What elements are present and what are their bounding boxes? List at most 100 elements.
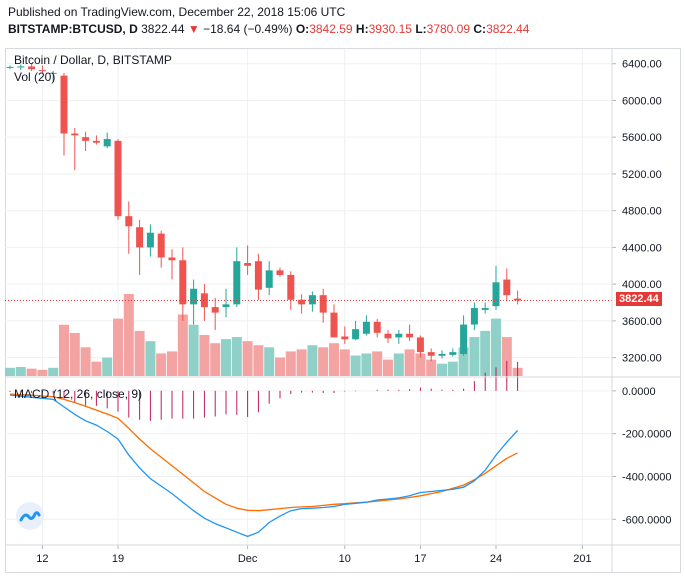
candlesticks xyxy=(5,63,612,362)
volume-bar xyxy=(145,341,156,376)
candle-body xyxy=(146,232,154,248)
candle-body xyxy=(352,329,360,340)
price-tick-label: 5200.00 xyxy=(622,169,662,181)
candle-body xyxy=(38,70,46,72)
candle-body xyxy=(49,72,57,74)
volume-bar xyxy=(221,339,231,376)
low-value: 3780.09 xyxy=(426,22,471,36)
candle-body xyxy=(438,353,446,356)
candle-body xyxy=(200,293,208,308)
volume-bar xyxy=(15,366,26,376)
time-tick-label: 201 xyxy=(573,553,591,565)
volume-bar xyxy=(167,351,177,376)
price-tick-label: 6000.00 xyxy=(622,95,662,107)
volume-bar xyxy=(188,324,199,376)
candle-body xyxy=(136,227,144,248)
macd-tick-label: 0.0000 xyxy=(622,386,656,398)
candle-body xyxy=(395,333,403,338)
macd-indicator xyxy=(9,360,519,538)
candle-body xyxy=(449,352,457,355)
macd-axis: 0.0000 -200.0000 -400.0000 -600.0000 xyxy=(612,386,672,526)
candle-body xyxy=(514,298,522,301)
candle-body xyxy=(211,307,219,313)
tradingview-logo-icon xyxy=(16,502,44,530)
volume-bar xyxy=(156,353,167,376)
volume-bar xyxy=(480,330,491,376)
candle-body xyxy=(92,140,100,143)
macd-line xyxy=(9,394,519,538)
volume-bar xyxy=(177,314,188,376)
candle-body xyxy=(503,279,511,296)
volume-bar xyxy=(275,357,285,376)
volume-bar xyxy=(37,369,48,376)
open-value: 3842.59 xyxy=(309,22,353,36)
volume-bar xyxy=(469,337,480,376)
volume-bar xyxy=(404,349,415,376)
volume-bar xyxy=(26,368,37,376)
candle-body xyxy=(125,216,133,227)
volume-bar xyxy=(199,335,210,376)
volume-bar xyxy=(329,343,339,376)
price-tick-label: 4400.00 xyxy=(622,242,662,254)
published-caption: Published on TradingView.com, December 2… xyxy=(8,5,346,19)
macd-tick-label: -400.0000 xyxy=(622,471,672,483)
candle-body xyxy=(373,321,381,333)
volume-bar xyxy=(285,351,296,376)
open-label: O: xyxy=(295,22,310,36)
volume-bar xyxy=(59,324,69,376)
volume-bar xyxy=(231,337,242,376)
time-tick-label: Dec xyxy=(238,553,258,565)
price-tick-label: 4800.00 xyxy=(622,206,662,218)
close-value: 3822.44 xyxy=(486,22,530,36)
candle-body xyxy=(470,308,478,325)
volume-bar xyxy=(372,351,383,376)
chart-frame xyxy=(5,48,681,573)
candle-body xyxy=(298,299,306,305)
volume-bar xyxy=(318,347,329,376)
price-tick-label: 6400.00 xyxy=(622,59,662,71)
candle-body xyxy=(330,312,338,338)
candle-body xyxy=(179,260,187,305)
volume-bar xyxy=(307,345,318,376)
change-down-icon: ▼ xyxy=(187,22,200,36)
main-pane-title: Bitcoin / Dollar, D, BITSTAMP xyxy=(14,53,172,67)
volume-legend: Vol (20) xyxy=(14,70,56,84)
candle-body xyxy=(492,282,500,307)
volume-bar xyxy=(437,363,447,376)
candle-body xyxy=(406,333,414,338)
last-price: 3822.44 xyxy=(141,22,185,36)
high-value: 3930.15 xyxy=(368,22,412,36)
volume-bar xyxy=(339,349,350,376)
volume-bar xyxy=(91,361,102,376)
candle-body xyxy=(319,295,327,313)
volume-bar xyxy=(48,367,59,376)
macd-legend: MACD (12, 26, close, 9) xyxy=(14,387,143,401)
candle-body xyxy=(384,333,392,339)
time-tick-label: 10 xyxy=(339,553,351,565)
quote-line: BITSTAMP:BTCUSD, D 3822.44 ▼ −18.64 (−0.… xyxy=(8,22,529,36)
candle-body xyxy=(276,270,284,275)
volume-bar xyxy=(123,294,134,376)
candle-body xyxy=(6,66,14,68)
candle-body xyxy=(233,261,241,305)
volume-bar xyxy=(69,332,80,376)
candle-body xyxy=(114,140,122,217)
time-tick-label: 12 xyxy=(36,553,48,565)
price-tick-label: 4000.00 xyxy=(622,279,662,291)
last-price-tag: 3822.44 xyxy=(616,292,662,307)
time-axis: 12 19 Dec 10 17 24 201 xyxy=(36,545,592,565)
volume-bar xyxy=(458,347,469,376)
volume-bar xyxy=(253,345,264,376)
candle-body xyxy=(222,304,230,308)
volume-bar xyxy=(501,337,512,376)
candle-body xyxy=(308,295,316,305)
price-axis: 6400.00 6000.00 5600.00 5200.00 4800.00 4400.… xyxy=(612,59,662,365)
candle-body xyxy=(190,288,198,305)
macd-tick-label: -200.0000 xyxy=(622,429,672,441)
volume-bar xyxy=(361,353,372,376)
candle-body xyxy=(17,66,25,68)
volume-bar xyxy=(296,349,307,376)
close-label: C: xyxy=(473,22,487,36)
candle-body xyxy=(481,308,489,310)
